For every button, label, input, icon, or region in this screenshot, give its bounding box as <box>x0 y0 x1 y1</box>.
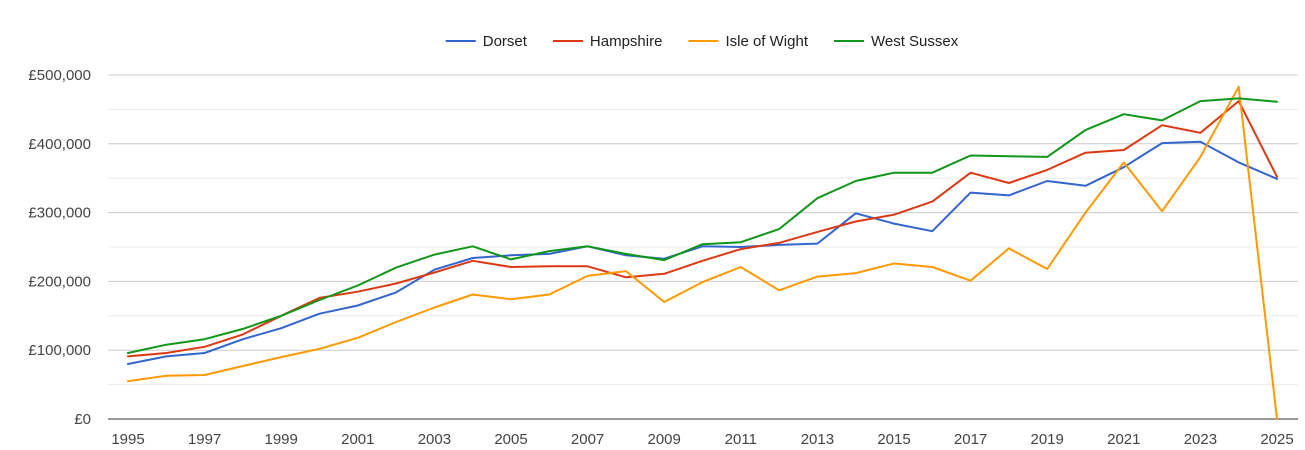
x-tick-label: 2001 <box>341 431 374 448</box>
series-lines <box>127 85 1278 420</box>
x-axis-ticks: 1995 1997 1999 2001 2003 2005 2007 2009 2011 2013… <box>111 431 1293 448</box>
x-tick-label: 2025 <box>1260 431 1293 448</box>
legend-label-dorset: Dorset <box>483 33 528 50</box>
x-tick-label: 2011 <box>725 431 757 448</box>
x-tick-label: 2005 <box>494 431 527 448</box>
series-line-west-sussex <box>127 97 1278 354</box>
x-tick-label: 2015 <box>877 431 910 448</box>
x-tick-label: 2007 <box>571 431 604 448</box>
legend-label-hampshire: Hampshire <box>590 33 663 50</box>
series-line-isle-of-wight <box>127 85 1278 420</box>
legend: Dorset Hampshire Isle of Wight West Sussex <box>445 33 959 50</box>
x-tick-label: 1995 <box>111 431 144 448</box>
legend-label-west-sussex: West Sussex <box>871 33 959 50</box>
y-tick-label: £0 <box>74 411 91 428</box>
y-tick-label: £100,000 <box>28 342 91 359</box>
x-tick-label: 2017 <box>954 431 987 448</box>
legend-label-isle-of-wight: Isle of Wight <box>725 33 808 50</box>
x-tick-label: 1999 <box>265 431 298 448</box>
x-tick-label: 2023 <box>1184 431 1217 448</box>
y-tick-label: £400,000 <box>28 136 91 153</box>
x-tick-label: 2013 <box>801 431 834 448</box>
x-tick-label: 2009 <box>648 431 681 448</box>
x-tick-label: 2003 <box>418 431 451 448</box>
y-axis-ticks: £0 £100,000 £200,000 £300,000 £400,000 £500,0… <box>28 67 91 428</box>
x-tick-label: 2021 <box>1107 431 1140 448</box>
y-tick-label: £500,000 <box>28 67 91 84</box>
series-line-dorset <box>127 140 1278 365</box>
y-tick-label: £200,000 <box>28 273 91 290</box>
y-tick-label: £300,000 <box>28 205 91 222</box>
x-tick-label: 2019 <box>1031 431 1064 448</box>
series-line-hampshire <box>127 100 1278 358</box>
x-tick-label: 1997 <box>188 431 221 448</box>
